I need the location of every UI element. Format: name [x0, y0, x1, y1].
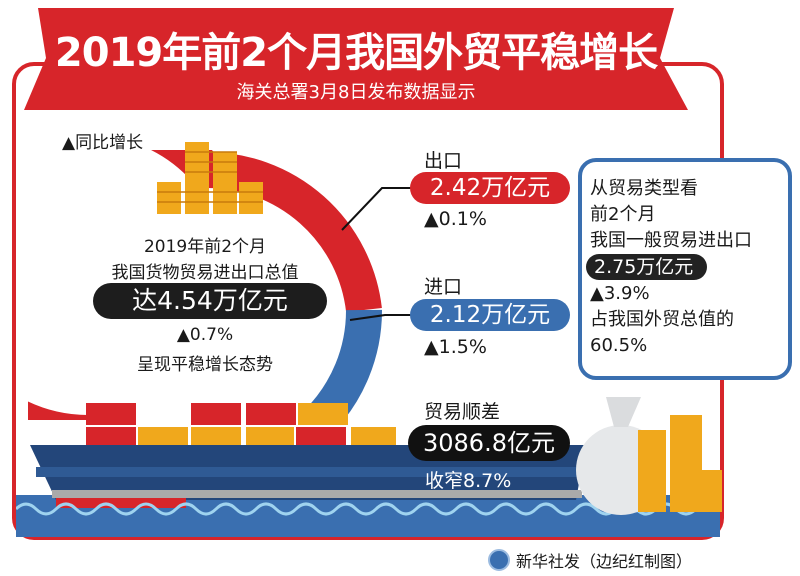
credit-line: 新华社发（边纪红制图）	[488, 548, 692, 572]
surplus-value-pill: 3086.8亿元	[408, 425, 570, 461]
general-share: 60.5%	[590, 335, 648, 356]
legend-yoy-growth: ▲同比增长	[62, 133, 144, 153]
page-subtitle: 海关总署3月8日发布数据显示	[236, 82, 476, 103]
general-value-pill: 2.75万亿元	[586, 254, 708, 280]
surplus-label: 贸易顺差	[424, 401, 501, 423]
connector-lines	[341, 187, 412, 321]
general-trade-box: 从贸易类型看 前2个月 我国一般贸易进出口 2.75万亿元 ▲3.9% 占我国外…	[578, 158, 792, 380]
import-value-pill: 2.12万亿元	[410, 299, 570, 331]
total-value-pill: 达4.54万亿元	[93, 283, 327, 319]
export-growth: ▲0.1%	[424, 208, 487, 230]
coin-stack-small-icon	[688, 470, 722, 512]
title-banner	[24, 8, 688, 110]
total-line3: 呈现平稳增长态势	[137, 355, 273, 375]
total-line1: 2019年前2个月	[143, 237, 267, 257]
ring-export-arc-top	[205, 151, 382, 313]
general-line2: 前2个月	[590, 204, 656, 225]
export-label: 出口	[424, 150, 463, 172]
cargo-ship-illustration	[16, 397, 720, 537]
export-value-pill: 2.42万亿元	[410, 172, 570, 204]
import-growth: ▲1.5%	[424, 336, 487, 358]
total-growth: ▲0.7%	[176, 325, 234, 345]
general-line1: 从贸易类型看	[590, 178, 698, 199]
coin-stacks-icon	[157, 142, 263, 214]
import-label: 进口	[424, 276, 463, 298]
general-growth: ▲3.9%	[590, 283, 650, 304]
page-title: 2019年前2个月我国外贸平稳增长	[54, 30, 658, 76]
credit-text: 新华社发（边纪红制图）	[516, 552, 693, 571]
total-line2: 我国货物贸易进出口总值	[111, 263, 299, 283]
general-line3: 我国一般贸易进出口	[590, 230, 752, 251]
xinhua-logo-icon	[488, 549, 510, 571]
general-line4: 占我国外贸总值的	[590, 309, 734, 330]
surplus-change: 收窄8.7%	[425, 470, 512, 492]
